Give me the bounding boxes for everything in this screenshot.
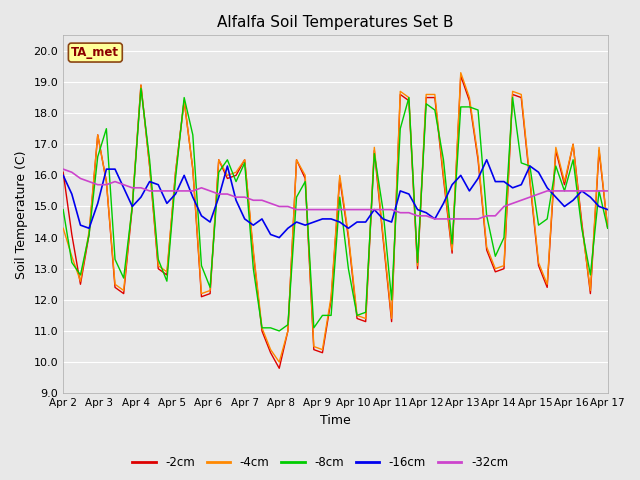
Title: Alfalfa Soil Temperatures Set B: Alfalfa Soil Temperatures Set B xyxy=(217,15,454,30)
Text: TA_met: TA_met xyxy=(71,46,119,59)
Legend: -2cm, -4cm, -8cm, -16cm, -32cm: -2cm, -4cm, -8cm, -16cm, -32cm xyxy=(127,452,513,474)
Y-axis label: Soil Temperature (C): Soil Temperature (C) xyxy=(15,150,28,278)
X-axis label: Time: Time xyxy=(320,414,351,427)
